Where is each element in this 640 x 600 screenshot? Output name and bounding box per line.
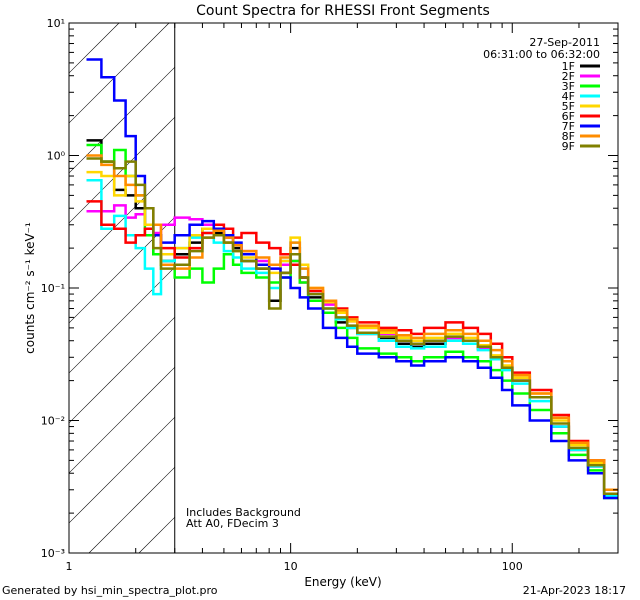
x-tick-label: 100 xyxy=(502,560,523,573)
legend-label-5f: 5F xyxy=(562,100,575,113)
annotation-attenuator: Att A0, FDecim 3 xyxy=(186,517,279,530)
y-tick-label: 10⁰ xyxy=(47,150,66,163)
legend-label-9f: 9F xyxy=(562,140,575,153)
legend-label-1f: 1F xyxy=(562,60,575,73)
annotation-background: Includes Background xyxy=(186,506,301,519)
x-tick-label: 1 xyxy=(66,560,73,573)
y-tick-label: 10⁻³ xyxy=(41,547,65,560)
y-tick-label: 10⁻² xyxy=(41,415,65,428)
time-range-label: 06:31:00 to 06:32:00 xyxy=(483,48,600,61)
legend-label-4f: 4F xyxy=(562,90,575,103)
plot-frame xyxy=(68,22,619,554)
legend-label-3f: 3F xyxy=(562,80,575,93)
x-axis-label: Energy (keV) xyxy=(304,575,381,589)
series-line-7f xyxy=(86,58,618,500)
footer-generated-by: Generated by hsi_min_spectra_plot.pro xyxy=(2,584,218,597)
y-tick-label: 10¹ xyxy=(47,17,65,30)
legend-label-8f: 8F xyxy=(562,130,575,143)
series-line-9f xyxy=(86,157,618,496)
x-tick-label: 10 xyxy=(284,560,298,573)
chart-title: Count Spectra for RHESSI Front Segments xyxy=(196,3,490,19)
legend-label-7f: 7F xyxy=(562,120,575,133)
legend-label-2f: 2F xyxy=(562,70,575,83)
y-tick-label: 10⁻¹ xyxy=(41,282,65,295)
date-label: 27-Sep-2011 xyxy=(529,36,600,49)
y-axis-label: counts cm⁻² s⁻¹ keV⁻¹ xyxy=(23,222,37,354)
footer-timestamp: 21-Apr-2023 18:17 xyxy=(523,584,626,597)
legend-label-6f: 6F xyxy=(562,110,575,123)
series-line-5f xyxy=(86,170,618,492)
